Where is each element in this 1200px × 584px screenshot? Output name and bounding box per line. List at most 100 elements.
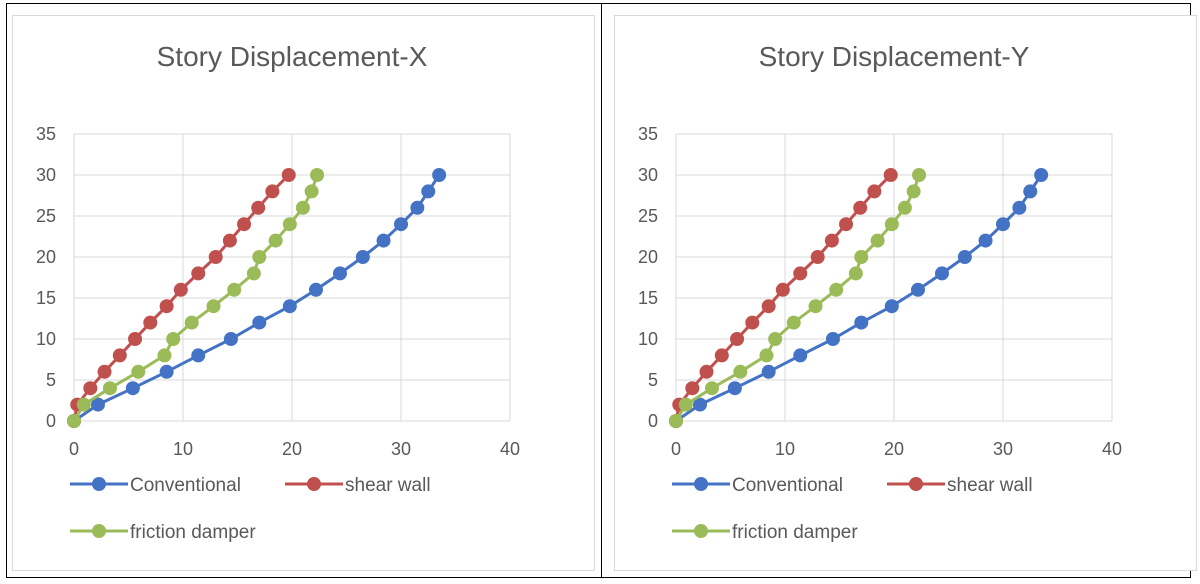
y-tick-label: 35 <box>36 124 56 144</box>
y-tick-label: 30 <box>638 165 658 185</box>
data-point <box>867 184 882 199</box>
data-point <box>714 348 729 363</box>
legend-item: friction damper <box>70 522 256 543</box>
data-point <box>808 299 823 314</box>
legend-marker <box>694 477 708 491</box>
series-line <box>674 174 921 422</box>
legend-item: Conventional <box>70 475 241 496</box>
data-point <box>761 364 776 379</box>
series-friction-damper <box>67 168 325 428</box>
chart-displacement-y: Story Displacement-Y 0 10 20 30 40 0 5 10 15 20 25 3… <box>614 15 1197 571</box>
data-point <box>97 364 112 379</box>
series-line <box>73 174 441 423</box>
data-point <box>824 233 839 248</box>
y-tick-label: 10 <box>36 329 56 349</box>
data-point <box>793 266 808 281</box>
data-point <box>884 299 899 314</box>
legend-marker <box>694 524 708 538</box>
data-point <box>310 168 325 182</box>
legend-marker <box>307 477 321 491</box>
data-point <box>184 315 199 330</box>
data-point <box>1034 168 1049 182</box>
data-point <box>883 168 898 182</box>
data-point <box>252 315 267 330</box>
data-point <box>282 217 297 232</box>
series-conventional <box>669 168 1049 428</box>
data-point <box>745 315 760 330</box>
data-point <box>912 168 927 182</box>
legend-marker <box>92 477 106 491</box>
data-point <box>246 266 261 281</box>
legend-label: Conventional <box>130 475 241 496</box>
data-point <box>282 299 297 314</box>
series-line <box>72 174 319 422</box>
x-tick-label: 20 <box>282 439 302 459</box>
data-point <box>206 299 221 314</box>
data-point <box>125 381 140 396</box>
legend: Conventional shear wall friction damper <box>672 475 1033 543</box>
series-line <box>675 174 1043 423</box>
data-point <box>692 397 707 412</box>
data-point <box>128 332 143 346</box>
data-point <box>1012 200 1027 215</box>
data-point <box>265 184 280 199</box>
data-point <box>295 200 310 215</box>
data-point <box>786 315 801 330</box>
data-point <box>761 299 776 314</box>
legend-label: friction damper <box>130 522 256 543</box>
data-point <box>222 233 237 248</box>
x-tick-label: 20 <box>884 439 904 459</box>
data-point <box>304 184 319 199</box>
y-tick-label: 30 <box>36 165 56 185</box>
data-point <box>227 282 242 297</box>
data-point <box>410 200 425 215</box>
data-point <box>76 397 91 412</box>
data-point <box>669 414 683 428</box>
data-point <box>376 233 391 248</box>
data-point <box>825 332 840 346</box>
data-point <box>191 348 206 363</box>
data-point <box>733 364 748 379</box>
x-tick-label: 0 <box>69 439 79 459</box>
series-friction-damper <box>669 168 927 428</box>
series-conventional <box>67 168 447 428</box>
x-tick-label: 40 <box>500 439 520 459</box>
data-point <box>775 282 790 297</box>
data-point <box>208 250 223 264</box>
x-tick-label: 40 <box>1102 439 1122 459</box>
data-point <box>67 414 81 428</box>
legend-label: friction damper <box>732 522 858 543</box>
data-point <box>237 217 252 232</box>
legend-item: shear wall <box>285 475 431 496</box>
data-point <box>768 332 783 346</box>
x-tick-label: 30 <box>993 439 1013 459</box>
legend-item: shear wall <box>887 475 1033 496</box>
y-tick-label: 20 <box>36 247 56 267</box>
data-point <box>355 250 370 264</box>
data-point <box>829 282 844 297</box>
data-point <box>910 282 925 297</box>
data-point <box>730 332 745 346</box>
data-point <box>848 266 863 281</box>
y-tick-label: 5 <box>648 370 658 390</box>
data-point <box>308 282 323 297</box>
data-point <box>143 315 158 330</box>
legend-item: Conventional <box>672 475 843 496</box>
data-point <box>978 233 993 248</box>
data-point <box>159 299 174 314</box>
data-point <box>268 233 283 248</box>
data-point <box>906 184 921 199</box>
data-point <box>332 266 347 281</box>
data-point <box>810 250 825 264</box>
legend-marker <box>92 524 106 538</box>
data-point <box>131 364 146 379</box>
chart-title: Story Displacement-X <box>157 41 428 72</box>
data-point <box>957 250 972 264</box>
data-point <box>112 348 127 363</box>
y-tick-label: 5 <box>46 370 56 390</box>
x-tick-label: 30 <box>391 439 411 459</box>
x-tick-label: 10 <box>173 439 193 459</box>
legend-item: friction damper <box>672 522 858 543</box>
data-point <box>793 348 808 363</box>
data-point <box>685 381 700 396</box>
